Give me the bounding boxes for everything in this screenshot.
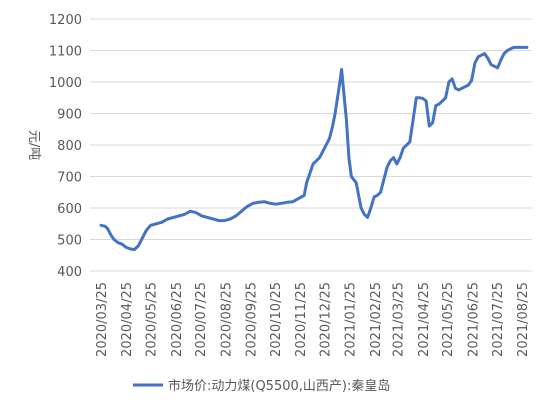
y-tick-label: 1000 [49, 76, 82, 91]
x-tick-label: 2020/04/25 [120, 282, 135, 357]
x-tick-label: 2021/01/25 [344, 282, 359, 357]
x-tick-label: 2020/09/25 [245, 282, 260, 357]
y-axis-label: 元/吨 [26, 130, 41, 160]
y-tick-labels: 400 500 600 700 800 900 1000 1100 1200 [49, 13, 82, 280]
x-tick-label: 2020/05/25 [145, 282, 160, 357]
series-layer [99, 45, 529, 252]
x-tick-label: 2021/07/25 [491, 282, 506, 357]
y-tick-label: 600 [57, 202, 82, 217]
x-tick-label: 2021/08/25 [516, 282, 531, 357]
x-tick-label: 2020/07/25 [194, 282, 209, 357]
x-tick-label: 2020/11/25 [294, 282, 309, 357]
y-tick-label: 700 [57, 171, 82, 186]
x-tick-label: 2020/12/25 [319, 282, 334, 357]
gridlines [90, 18, 532, 272]
x-tick-labels: 2020/03/25 2020/04/25 2020/05/25 2020/06/25… [95, 282, 531, 357]
legend-entry: 市场价:动力煤(Q5500,山西产):秦皇岛 [168, 378, 390, 394]
y-tick-label: 500 [57, 234, 82, 249]
series-line [99, 45, 529, 252]
y-tick-label: 800 [57, 139, 82, 154]
x-tick-label: 2020/08/25 [219, 282, 234, 357]
y-tick-label: 1100 [49, 45, 82, 60]
y-tick-label: 400 [57, 265, 82, 280]
x-tick-label: 2021/03/25 [392, 282, 407, 357]
x-tick-label: 2020/06/25 [170, 282, 185, 357]
x-tick-label: 2021/06/25 [466, 282, 481, 357]
x-tick-label: 2020/03/25 [95, 282, 110, 357]
x-tick-label: 2021/04/25 [417, 282, 432, 357]
x-tick-label: 2021/02/25 [369, 282, 384, 357]
x-tick-label: 2020/10/25 [269, 282, 284, 357]
legend: 市场价:动力煤(Q5500,山西产):秦皇岛 [133, 378, 390, 394]
y-tick-label: 900 [57, 108, 82, 123]
x-tick-label: 2021/05/25 [441, 282, 456, 357]
y-tick-label: 1200 [49, 13, 82, 28]
